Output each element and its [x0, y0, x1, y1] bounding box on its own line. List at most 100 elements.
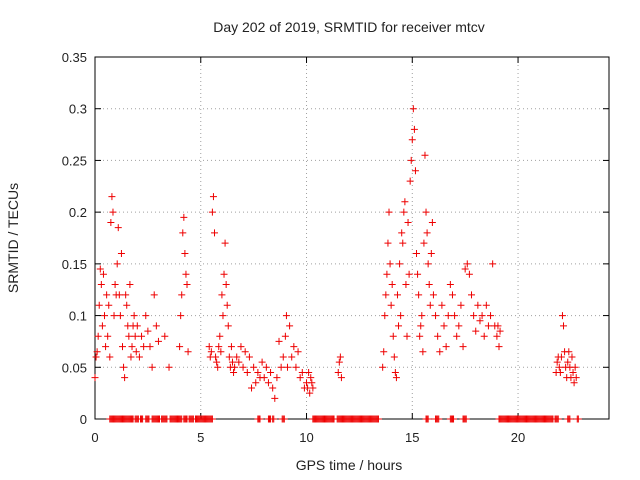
data-point	[381, 312, 389, 320]
data-point	[396, 260, 404, 268]
data-point	[138, 332, 146, 340]
data-point	[444, 312, 452, 320]
data-point	[92, 353, 100, 361]
data-point	[494, 322, 502, 330]
data-point	[395, 322, 403, 330]
data-point	[496, 327, 504, 335]
data-point	[434, 332, 442, 340]
data-point	[117, 250, 125, 258]
y-tick-label: 0.3	[69, 102, 87, 117]
data-point-zero	[280, 415, 288, 423]
data-point	[130, 312, 138, 320]
data-point	[235, 358, 243, 366]
data-point	[425, 281, 433, 289]
data-point	[113, 260, 121, 268]
data-point	[429, 291, 437, 299]
data-point	[383, 270, 391, 278]
data-point	[426, 301, 434, 309]
data-point	[262, 363, 270, 371]
x-tick-label: 10	[299, 430, 313, 445]
data-point	[165, 363, 173, 371]
data-point	[227, 343, 235, 351]
data-point	[178, 291, 186, 299]
data-point	[118, 343, 126, 351]
data-point	[416, 332, 424, 340]
data-point	[176, 343, 184, 351]
chart-title: Day 202 of 2019, SRMTID for receiver mtc…	[213, 19, 485, 35]
data-point	[476, 317, 484, 325]
data-point	[127, 353, 135, 361]
data-point	[231, 363, 239, 371]
data-point	[222, 281, 230, 289]
y-tick-label: 0.2	[69, 205, 87, 220]
data-point	[309, 384, 317, 392]
data-point	[212, 353, 220, 361]
data-point	[254, 368, 262, 376]
data-point	[571, 363, 579, 371]
y-tick-label: 0.1	[69, 309, 87, 324]
data-point	[556, 368, 564, 376]
y-tick-label: 0.35	[62, 50, 87, 65]
data-point	[478, 312, 486, 320]
data-point	[114, 224, 122, 232]
data-point	[569, 368, 577, 376]
data-point	[264, 379, 272, 387]
data-point	[245, 353, 253, 361]
data-point	[565, 348, 573, 356]
data-point	[307, 374, 315, 382]
data-point	[102, 343, 110, 351]
data-point	[397, 312, 405, 320]
x-axis-label: GPS time / hours	[296, 457, 403, 473]
data-point	[337, 374, 345, 382]
data-point	[457, 301, 465, 309]
data-point	[448, 291, 456, 299]
x-tick-label: 5	[197, 430, 204, 445]
data-point	[233, 353, 241, 361]
data-point	[184, 348, 192, 356]
data-point	[258, 358, 266, 366]
data-point	[421, 151, 429, 159]
data-point-zero	[208, 415, 216, 423]
data-point	[106, 353, 114, 361]
data-point	[306, 389, 314, 397]
data-point	[267, 368, 275, 376]
data-point	[484, 322, 492, 330]
data-point-zero	[574, 415, 582, 423]
data-point	[230, 368, 238, 376]
data-point	[93, 348, 101, 356]
data-point	[101, 312, 109, 320]
data-point	[131, 332, 139, 340]
data-point	[179, 229, 187, 237]
data-point	[214, 363, 222, 371]
data-points	[91, 105, 582, 423]
data-point	[140, 343, 148, 351]
data-point	[388, 281, 396, 289]
x-tick-label: 0	[91, 430, 98, 445]
data-point	[133, 322, 141, 330]
data-point	[389, 332, 397, 340]
data-point	[125, 332, 133, 340]
data-point	[487, 312, 495, 320]
plot-frame	[94, 56, 610, 420]
data-point	[470, 312, 478, 320]
data-point	[423, 229, 431, 237]
data-point	[393, 291, 401, 299]
data-point	[407, 156, 415, 164]
data-point	[277, 363, 285, 371]
data-point	[424, 260, 432, 268]
data-point	[568, 353, 576, 361]
data-point	[144, 327, 152, 335]
data-point	[465, 270, 473, 278]
data-point	[418, 312, 426, 320]
data-point	[108, 193, 116, 201]
data-point	[208, 208, 216, 216]
data-point	[182, 270, 190, 278]
data-point	[110, 312, 118, 320]
data-point	[239, 363, 247, 371]
data-point	[181, 250, 189, 258]
data-point	[419, 348, 427, 356]
data-point	[489, 260, 497, 268]
data-point	[294, 348, 302, 356]
data-point	[279, 353, 287, 361]
